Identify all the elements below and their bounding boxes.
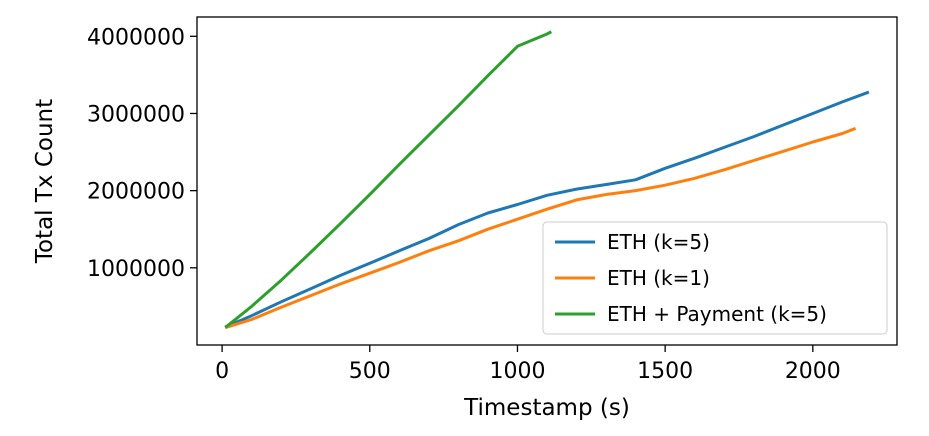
y-tick-label: 2000000	[87, 180, 185, 205]
series-layer	[224, 30, 870, 330]
x-tick-label: 500	[349, 359, 391, 384]
legend-box	[542, 221, 888, 335]
y-tick-label: 4000000	[87, 25, 185, 50]
series-line-2	[224, 126, 857, 330]
x-tick-label: 1000	[489, 359, 545, 384]
legend-label-3: ETH + Payment (k=5)	[607, 302, 827, 326]
plot-frame	[196, 16, 898, 346]
legend-label-2: ETH (k=1)	[607, 266, 710, 290]
x-tick-label: 1500	[637, 359, 693, 384]
y-tick-label: 3000000	[87, 102, 185, 127]
series-line-3	[224, 30, 553, 329]
legend-label-1: ETH (k=5)	[607, 230, 710, 254]
legend: ETH (k=5) ETH (k=1) ETH + Payment (k=5)	[542, 221, 888, 335]
y-axis-title: Total Tx Count	[32, 99, 58, 264]
x-axis-title: Timestamp (s)	[463, 395, 630, 421]
x-tick-label: 2000	[785, 359, 841, 384]
x-tick-label: 0	[215, 359, 229, 384]
series-line-1	[224, 90, 870, 329]
y-tick-label: 1000000	[87, 257, 185, 282]
axes-layer: 0 500 1000 1500 2000 1000000 2000000 3000000 400…	[87, 16, 898, 384]
